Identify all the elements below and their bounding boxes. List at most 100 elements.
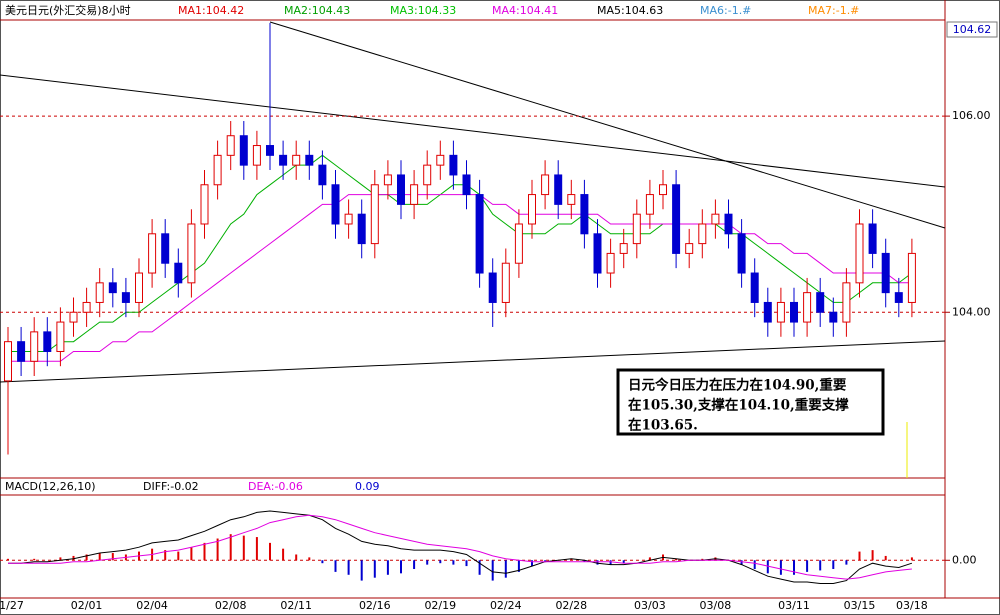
candle-body <box>645 194 654 215</box>
candle-body <box>4 341 12 382</box>
legend-entry: MA4:104.41 <box>492 4 558 17</box>
candle-body <box>161 233 170 264</box>
candle-body <box>174 262 183 284</box>
candle-body <box>397 174 405 205</box>
macd-title: MACD(12,26,10) <box>5 480 96 493</box>
candle-body <box>436 154 445 166</box>
candle-body <box>501 262 510 303</box>
legend-entry: MA3:104.33 <box>390 4 456 17</box>
trend-line <box>0 74 946 188</box>
candle-body <box>659 184 667 196</box>
candle-body <box>292 154 301 166</box>
candle-body <box>121 292 130 303</box>
last-price: 104.62 <box>953 23 992 36</box>
candle-body <box>344 213 353 225</box>
candle-body <box>711 213 720 225</box>
x-tick-label: 02/11 <box>280 599 312 612</box>
candle-body <box>266 145 274 156</box>
candle-body <box>593 233 602 274</box>
legend-entry: MA1:104.42 <box>178 4 244 17</box>
x-tick-label: 03/18 <box>896 599 928 612</box>
annotation: 在103.65. <box>628 417 698 434</box>
annotation-box <box>616 368 885 436</box>
legend-entry: DIFF:-0.02 <box>143 480 199 493</box>
candle-body <box>488 272 497 303</box>
candle-body <box>239 135 248 166</box>
candle-body <box>619 243 628 254</box>
candle-body <box>252 145 261 166</box>
candle-body <box>69 311 78 323</box>
candle-body <box>82 301 91 313</box>
candle-body <box>698 223 707 245</box>
candle-body <box>449 154 458 176</box>
candle-body <box>462 174 471 196</box>
candle-body <box>383 174 392 186</box>
candle-body <box>567 194 576 205</box>
x-tick-label: 02/28 <box>555 599 587 612</box>
candle-body <box>56 321 65 352</box>
candle-body <box>541 174 550 196</box>
candle-body <box>423 164 432 186</box>
annotation: 在105.30,支撑在104.10,重要支撑 <box>628 397 849 414</box>
candle-body <box>803 292 812 323</box>
x-tick-label: 03/11 <box>778 599 810 612</box>
candle-body <box>829 311 838 323</box>
candle-body <box>17 341 26 362</box>
annotation: 日元今日压力在压力在104.90,重要 <box>628 377 847 394</box>
candle-body <box>580 194 589 235</box>
candle-body <box>685 243 694 254</box>
x-tick-label: 02/01 <box>71 599 103 612</box>
x-tick-label: 03/03 <box>634 599 666 612</box>
candle-body <box>907 252 916 303</box>
candle-body <box>226 135 235 156</box>
x-tick-label: 02/04 <box>136 599 168 612</box>
candle-body <box>187 223 196 284</box>
x-tick-label: 02/24 <box>490 599 522 612</box>
candle-body <box>855 223 864 284</box>
candle-body <box>30 331 39 362</box>
candle-body <box>816 292 825 313</box>
x-tick-label: 03/15 <box>844 599 876 612</box>
candle-body <box>200 184 209 225</box>
candle-body <box>475 194 484 274</box>
candle-body <box>881 252 890 294</box>
candle-body <box>528 194 536 225</box>
trend-line <box>269 21 946 229</box>
candle-body <box>148 233 157 274</box>
x-tick-label: 02/19 <box>424 599 456 612</box>
y-tick-label: 106.00 <box>952 109 991 122</box>
x-tick-label: 02/08 <box>215 599 247 612</box>
y-tick-label: 0.00 <box>952 553 977 566</box>
candle-body <box>279 154 288 166</box>
chart-title: 美元日元(外汇交易)8小时 <box>5 3 131 17</box>
ma-line <box>8 514 912 580</box>
candle-body <box>43 331 52 352</box>
legend-entry: 0.09 <box>355 480 380 493</box>
candle-body <box>331 184 340 225</box>
candle-body <box>108 282 117 294</box>
candle-body <box>410 184 419 205</box>
candle-body <box>672 184 681 254</box>
x-tick-label: 02/16 <box>359 599 391 612</box>
candle-body <box>750 272 759 303</box>
candle-body <box>95 282 104 303</box>
candle-body <box>632 213 641 245</box>
legend-entry: MA2:104.43 <box>284 4 350 17</box>
candle-body <box>357 213 366 245</box>
x-tick-label: 03/08 <box>700 599 732 612</box>
candle-body <box>554 174 563 205</box>
y-tick-label: 104.00 <box>952 305 991 318</box>
legend-entry: DEA:-0.06 <box>248 480 303 493</box>
candle-body <box>514 223 523 264</box>
ma-line <box>8 510 913 584</box>
candle-body <box>737 233 746 274</box>
candle-body <box>305 154 314 166</box>
candle-body <box>842 282 851 323</box>
candle-body <box>763 301 772 323</box>
legend-entry: MA6:-1.# <box>700 4 751 17</box>
candle-body <box>894 292 903 303</box>
ma-line <box>8 154 913 352</box>
x-tick-label: 01/27 <box>0 599 24 612</box>
legend-entry: MA7:-1.# <box>808 4 859 17</box>
